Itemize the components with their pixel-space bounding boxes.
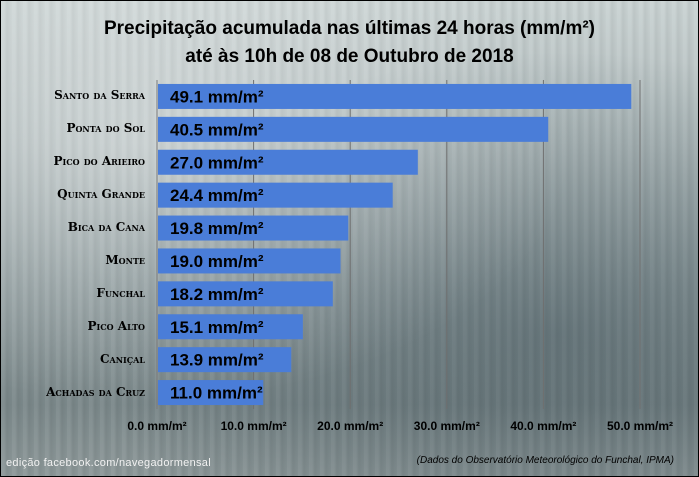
bar <box>158 116 549 142</box>
category-label: Pico Alto <box>87 318 145 333</box>
category-label: Quinta Grande <box>57 187 145 202</box>
category-label: Funchal <box>96 285 145 300</box>
chart-subtitle: até às 10h de 08 de Outubro de 2018 <box>185 46 514 67</box>
category-label: Caniçal <box>99 351 145 366</box>
bar <box>158 83 632 109</box>
category-label: Ponta do Sol <box>66 121 145 136</box>
source-note: (Dados do Observatório Meteorológico do … <box>416 455 674 466</box>
bar <box>158 248 341 274</box>
bar-value-label: 19.0 mm/m² <box>170 252 264 271</box>
bar <box>158 347 292 373</box>
bar-value-label: 24.4 mm/m² <box>170 186 264 205</box>
category-label: Santo da Serra <box>54 88 145 103</box>
chart-title: Precipitação acumulada nas últimas 24 ho… <box>103 18 595 39</box>
bar-value-label: 27.0 mm/m² <box>170 153 264 172</box>
category-label: Pico do Arieiro <box>53 154 145 169</box>
credit-text: edição facebook.com/navegadormensal <box>6 457 211 469</box>
bar <box>158 314 303 340</box>
category-label: Bica da Cana <box>67 220 145 235</box>
category-label: Monte <box>105 252 145 267</box>
bar <box>158 380 264 406</box>
x-tick-label: 0.0 mm/m² <box>127 419 187 433</box>
bar <box>158 215 349 241</box>
x-tick-label: 30.0 mm/m² <box>413 419 480 433</box>
bar-value-label: 18.2 mm/m² <box>170 285 264 304</box>
x-tick-label: 10.0 mm/m² <box>220 419 287 433</box>
bar-value-label: 15.1 mm/m² <box>170 318 264 337</box>
category-label: Achadas da Cruz <box>46 384 145 399</box>
bar-value-label: 13.9 mm/m² <box>170 351 264 370</box>
bar <box>158 281 333 307</box>
bar-value-label: 40.5 mm/m² <box>170 120 264 139</box>
bar-value-label: 49.1 mm/m² <box>170 87 264 106</box>
x-tick-label: 40.0 mm/m² <box>510 419 577 433</box>
bar <box>158 149 418 175</box>
bar <box>158 182 393 208</box>
x-tick-label: 20.0 mm/m² <box>317 419 384 433</box>
bar-value-label: 19.8 mm/m² <box>170 219 264 238</box>
x-tick-label: 50.0 mm/m² <box>606 419 674 433</box>
bar-value-label: 11.0 mm/m² <box>170 384 263 403</box>
